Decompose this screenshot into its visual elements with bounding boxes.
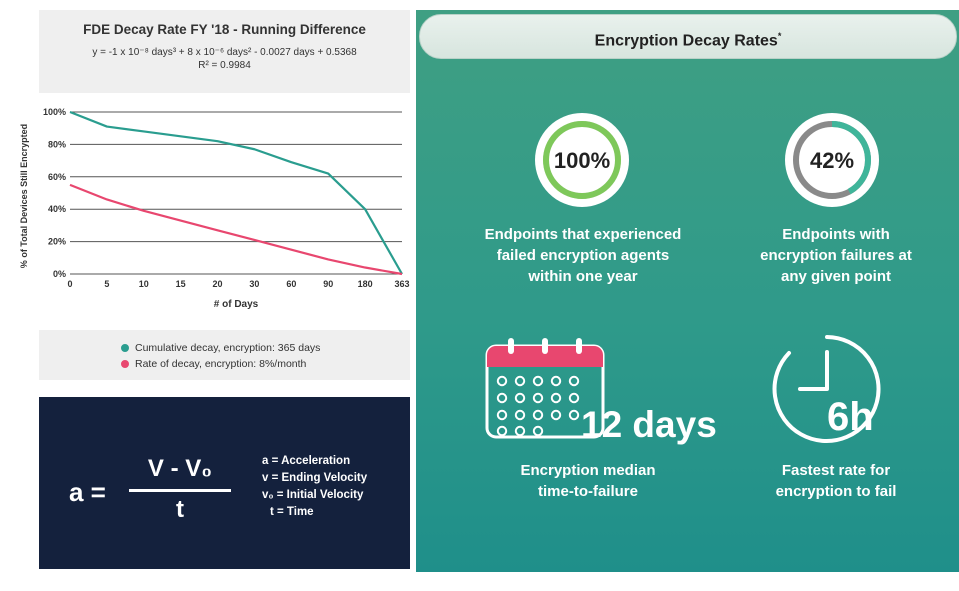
x-tick-label: 180	[358, 279, 373, 289]
formula-lhs: a =	[69, 477, 106, 507]
calendar-day-dot	[568, 409, 580, 421]
y-tick-label: 40%	[48, 204, 66, 214]
calendar-day-dot	[568, 375, 580, 387]
line-chart: 0%20%40%60%80%100% 0 5 10 15 20 30 60 90 180 363 …	[19, 107, 410, 310]
legend-item-rate: Rate of decay, encryption: 8%/month	[121, 358, 306, 370]
x-tick-label: 60	[286, 279, 296, 289]
legend-swatch-pink	[121, 360, 129, 368]
x-axis-label: # of Days	[214, 299, 259, 310]
calendar-icon	[485, 338, 605, 439]
stat-value-days: 12 days	[581, 404, 717, 445]
stat-caption-2: Endpoints with encryption failures at an…	[721, 224, 951, 287]
calendar-day-dot	[532, 375, 544, 387]
caption-line: Encryption median	[520, 462, 656, 479]
stat-caption-4: Fastest rate for encryption to fail	[736, 460, 936, 502]
stat-caption-3: Encryption median time-to-failure	[478, 460, 698, 502]
calendar-day-dot	[532, 425, 544, 437]
chart-title: FDE Decay Rate FY '18 - Running Differen…	[83, 22, 366, 37]
regression-equation: y = -1 x 10⁻⁸ days³ + 8 x 10⁻⁶ days² - 0…	[92, 47, 357, 58]
definition-v: v = Ending Velocity	[262, 472, 368, 484]
y-axis-label: % of Total Devices Still Encrypted	[19, 124, 29, 268]
stat-value-hours: 6h	[827, 395, 874, 439]
definition-t: t = Time	[270, 506, 314, 518]
calendar-day-dot	[496, 375, 508, 387]
y-tick-label: 100%	[43, 107, 66, 117]
calendar-day-dot	[496, 409, 508, 421]
fraction-bar	[129, 489, 231, 492]
x-tick-label: 90	[323, 279, 333, 289]
x-tick-label: 15	[176, 279, 186, 289]
stat-caption-1: Endpoints that experienced failed encryp…	[465, 224, 701, 287]
x-tick-label: 30	[249, 279, 259, 289]
series-line-1	[69, 110, 403, 275]
definition-v0: v₀ = Initial Velocity	[262, 489, 364, 501]
calendar-day-dot	[496, 392, 508, 404]
panel-title-mark: *	[777, 31, 782, 41]
stat-ring-42: 42%	[785, 113, 879, 207]
panel-title-text: Encryption Decay Rates	[594, 32, 778, 50]
chart-legend: Cumulative decay, encryption: 365 days R…	[39, 330, 410, 380]
y-tick-label: 80%	[48, 139, 66, 149]
formula-numerator: V - V₀	[147, 455, 213, 482]
calendar-day-dot	[514, 425, 526, 437]
chart-header: FDE Decay Rate FY '18 - Running Differen…	[39, 10, 410, 93]
caption-line: time-to-failure	[537, 483, 638, 500]
x-tick-label: 363	[394, 279, 409, 289]
y-tick-label: 0%	[53, 269, 66, 279]
definition-a: a = Acceleration	[262, 455, 351, 467]
calendar-day-dot	[514, 392, 526, 404]
calendar-day-dot	[550, 392, 562, 404]
x-tick-label: 20	[213, 279, 223, 289]
x-tick-label: 10	[139, 279, 149, 289]
caption-line: Endpoints with	[782, 226, 890, 243]
stat-value-100: 100%	[554, 148, 610, 173]
caption-line: Endpoints that experienced	[484, 226, 682, 243]
formula-denominator: t	[176, 496, 184, 523]
caption-line: within one year	[528, 268, 638, 285]
calendar-day-dot	[568, 392, 580, 404]
r-squared: R² = 0.9984	[198, 60, 251, 71]
clock-icon	[772, 335, 881, 443]
calendar-day-dot	[550, 375, 562, 387]
calendar-day-dot	[550, 409, 562, 421]
calendar-day-dot	[532, 392, 544, 404]
panel-title: Encryption Decay Rates*	[419, 14, 957, 59]
y-tick-label: 60%	[48, 172, 66, 182]
legend-item-cumulative: Cumulative decay, encryption: 365 days	[121, 342, 320, 354]
legend-label: Rate of decay, encryption: 8%/month	[135, 358, 307, 370]
y-tick-label: 20%	[48, 237, 66, 247]
encryption-decay-panel: Encryption Decay Rates* 100% Endpoints t…	[416, 10, 959, 572]
x-tick-label: 0	[67, 279, 72, 289]
calendar-day-dot	[532, 409, 544, 421]
caption-line: Fastest rate for	[781, 462, 891, 479]
caption-line: encryption to fail	[775, 483, 897, 500]
caption-line: failed encryption agents	[496, 247, 670, 264]
calendar-day-dot	[496, 425, 508, 437]
calendar-day-dot	[514, 375, 526, 387]
caption-line: encryption failures at	[760, 247, 912, 264]
caption-line: any given point	[780, 268, 891, 285]
legend-label: Cumulative decay, encryption: 365 days	[135, 342, 321, 354]
stat-ring-100: 100%	[535, 113, 629, 207]
series-line-2	[69, 183, 403, 276]
legend-swatch-teal	[121, 344, 129, 352]
acceleration-formula-panel: a = V - V₀ t a = Acceleration v = Ending…	[39, 397, 410, 569]
stat-value-42: 42%	[810, 148, 854, 173]
x-tick-label: 5	[104, 279, 109, 289]
calendar-day-dot	[514, 409, 526, 421]
